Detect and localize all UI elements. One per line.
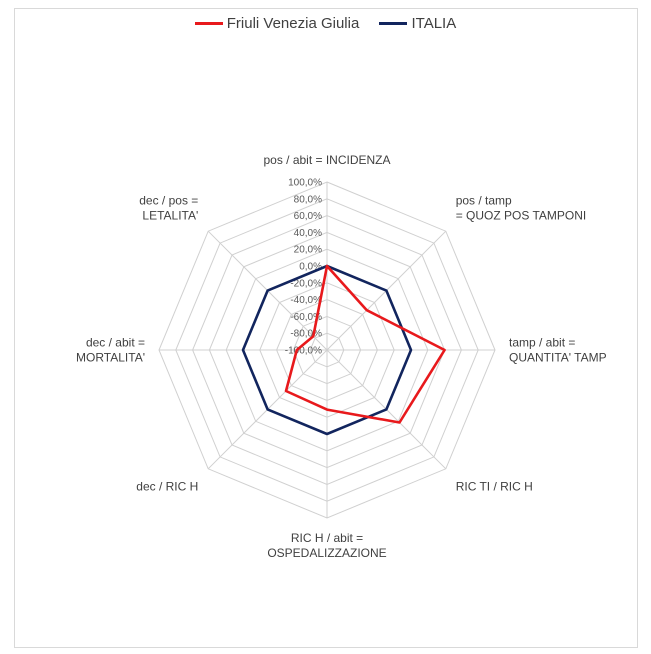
chart-frame	[14, 8, 638, 648]
category-label: pos / abit = INCIDENZA	[263, 153, 390, 167]
category-label-line: LETALITA'	[142, 208, 198, 222]
tick-label: -20,0%	[290, 278, 322, 289]
legend-item-friuli: Friuli Venezia Giulia	[194, 15, 360, 32]
category-label-line: dec / RIC H	[136, 480, 198, 494]
tick-label: -40,0%	[290, 295, 322, 306]
category-label: dec / pos = LETALITA'	[139, 193, 198, 222]
category-label: RIC H / abit = OSPEDALIZZAZIONE	[267, 531, 386, 560]
tick-label: 40,0%	[294, 228, 322, 239]
category-label: tamp / abit = QUANTITA' TAMP	[509, 336, 607, 365]
category-label: pos / tamp = QUOZ POS TAMPONI	[456, 193, 587, 222]
category-label-line: OSPEDALIZZAZIONE	[267, 546, 386, 560]
legend: Friuli Venezia Giulia ITALIA	[0, 12, 651, 32]
category-label-line: RIC H / abit =	[291, 531, 363, 545]
tick-label: 20,0%	[294, 245, 322, 256]
category-label-line: RIC TI / RIC H	[456, 480, 533, 494]
legend-label-friuli: Friuli Venezia Giulia	[226, 15, 360, 32]
category-label-line: pos / tamp	[456, 193, 512, 207]
tick-label: -60,0%	[290, 312, 322, 323]
tick-label: 60,0%	[294, 211, 322, 222]
legend-swatch-friuli	[194, 22, 223, 25]
category-label-line: MORTALITA'	[76, 351, 145, 365]
series-line	[241, 264, 413, 436]
legend-swatch-italia	[379, 22, 408, 25]
category-label: dec / RIC H	[136, 480, 198, 494]
tick-label: 100,0%	[288, 178, 322, 189]
series-line	[284, 264, 446, 424]
category-labels: pos / abit = INCIDENZA pos / tamp = QUOZ P…	[76, 153, 607, 560]
category-label: RIC TI / RIC H	[456, 480, 533, 494]
legend-item-italia: ITALIA	[379, 15, 456, 32]
category-label-line: QUANTITA' TAMP	[509, 351, 607, 365]
category-label-line: pos / abit = INCIDENZA	[263, 153, 390, 167]
category-label-line: dec / pos =	[139, 193, 198, 207]
tick-label: -100,0%	[285, 346, 322, 357]
radial-tick-labels: 100,0% 80,0% 60,0% 40,0% 20,0% 0,0% -20,0% -40,…	[285, 178, 322, 357]
legend-label-italia: ITALIA	[411, 15, 457, 32]
tick-label: 0,0%	[299, 262, 322, 273]
radar-series	[241, 264, 446, 436]
category-label-line: = QUOZ POS TAMPONI	[456, 208, 587, 222]
tick-label: -80,0%	[290, 329, 322, 340]
tick-label: 80,0%	[294, 194, 322, 205]
category-label: dec / abit = MORTALITA'	[76, 336, 145, 365]
category-label-line: tamp / abit =	[509, 336, 575, 350]
category-label-line: dec / abit =	[86, 336, 145, 350]
